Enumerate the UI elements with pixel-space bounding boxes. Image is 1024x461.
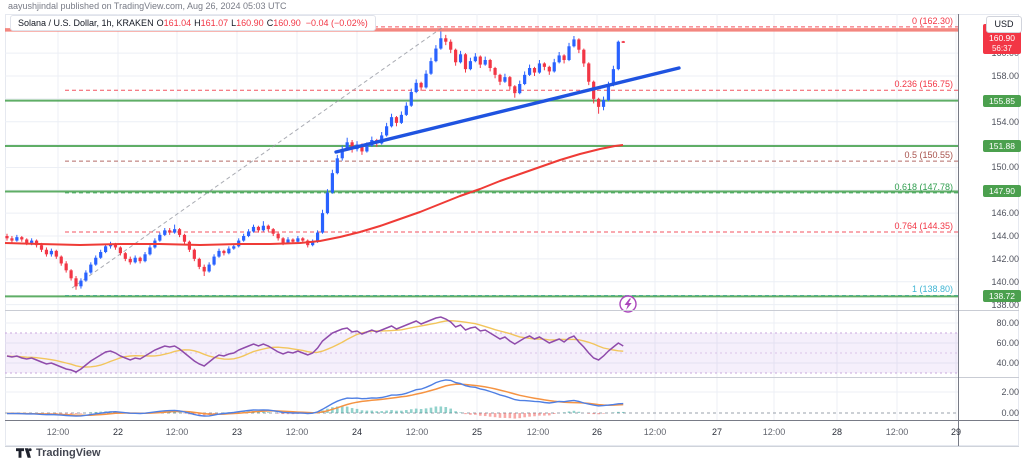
- support-price-badge: 138.72: [983, 290, 1021, 303]
- credit-text: aayushjindal published on TradingView.co…: [8, 1, 287, 11]
- time-axis-tick: 28: [831, 427, 843, 437]
- time-axis-tick: 12:00: [46, 427, 70, 437]
- fib-level-label: 0 (162.30): [911, 15, 953, 26]
- time-axis-tick: 23: [231, 427, 243, 437]
- current-price-badge: 160.90 56:37: [983, 31, 1021, 54]
- fib-level-label: 0.236 (156.75): [894, 79, 953, 90]
- time-axis-tick: 29: [950, 427, 962, 437]
- price-axis-tick: 150.00: [991, 162, 1019, 173]
- symbol-legend: Solana / U.S. Dollar, 1h, KRAKEN O161.04…: [10, 15, 376, 31]
- fib-level-label: 0.764 (144.35): [894, 221, 953, 232]
- time-axis-tick: 12:00: [285, 427, 309, 437]
- support-price-badge: 147.90: [983, 185, 1021, 198]
- macd-axis-tick: 0.00: [1001, 408, 1019, 418]
- price-axis-tick: 154.00: [991, 116, 1019, 127]
- price-axis-tick: 158.00: [991, 71, 1019, 81]
- time-axis-tick: 12:00: [643, 427, 667, 437]
- price-axis-tick: 144.00: [991, 231, 1019, 242]
- support-price-badge: 151.88: [983, 139, 1021, 152]
- time-axis-tick: 24: [351, 427, 363, 437]
- price-axis-tick: 140.00: [991, 276, 1019, 287]
- ohlc-open: O161.04: [156, 18, 192, 28]
- time-axis-tick: 26: [591, 427, 603, 437]
- tradingview-logo-link[interactable]: TradingView: [16, 447, 101, 459]
- support-price-badge: 155.85: [983, 94, 1021, 107]
- time-axis[interactable]: [5, 421, 958, 446]
- ohlc-close: C160.90: [266, 18, 301, 28]
- rsi-axis-tick: 40.00: [996, 358, 1019, 368]
- ohlc-high: H161.07: [194, 18, 229, 28]
- price-axis-tick: 142.00: [991, 253, 1019, 264]
- currency-toggle-button[interactable]: USD: [986, 16, 1022, 33]
- price-axis-tick: 138.00: [991, 299, 1019, 310]
- time-axis-tick: 22: [112, 427, 124, 437]
- credit-bar: aayushjindal published on TradingView.co…: [8, 1, 287, 11]
- rsi-axis-tick: 60.00: [996, 338, 1019, 348]
- time-axis-tick: 12:00: [405, 427, 429, 437]
- fib-level-label: 0.618 (147.78): [894, 181, 953, 192]
- macd-axis-tick: 2.00: [1001, 387, 1019, 397]
- fib-level-label: 0.5 (150.55): [904, 150, 953, 161]
- time-axis-tick: 27: [711, 427, 723, 437]
- price-change: −0.04 (−0.02%): [305, 18, 368, 28]
- lightning-marker[interactable]: [619, 295, 637, 313]
- time-axis-tick: 25: [471, 427, 483, 437]
- time-axis-tick: 12:00: [885, 427, 909, 437]
- fib-level-label: 1 (138.80): [911, 284, 953, 295]
- price-axis-tick: 146.00: [991, 208, 1019, 219]
- symbol-title: Solana / U.S. Dollar, 1h, KRAKEN: [18, 18, 154, 28]
- time-axis-tick: 12:00: [165, 427, 189, 437]
- time-axis-tick: 12:00: [762, 427, 786, 437]
- rsi-axis-tick: 80.00: [996, 318, 1019, 328]
- tradingview-logo-icon: [16, 448, 32, 458]
- ohlc-low: L160.90: [231, 18, 264, 28]
- time-axis-tick: 12:00: [526, 427, 550, 437]
- price-axis[interactable]: [958, 14, 1019, 446]
- tradingview-logo-text: TradingView: [36, 447, 101, 459]
- chart-frame: [5, 14, 1019, 446]
